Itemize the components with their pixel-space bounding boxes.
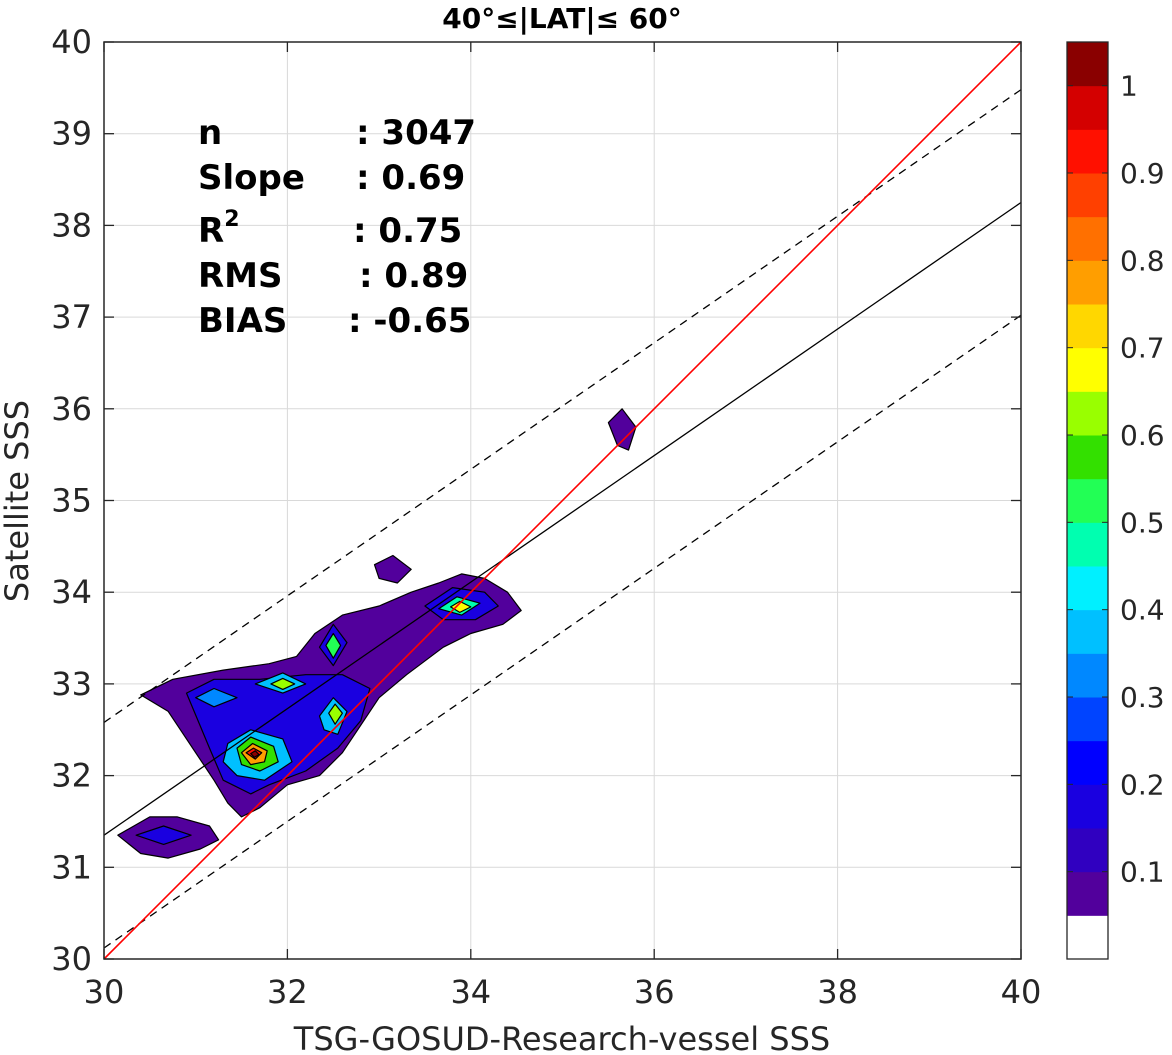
colorbar-segment — [1067, 915, 1108, 960]
colorbar-tick-label: 0.2 — [1120, 768, 1165, 801]
y-tick-labels: 30 31 32 33 34 35 36 37 38 39 40 — [51, 23, 92, 978]
y-axis-label: Satellite SSS — [0, 400, 36, 602]
contour-level-1 — [373, 554, 412, 584]
colorbar-segment — [1067, 784, 1108, 829]
contour-level-3 — [135, 825, 192, 846]
colorbar-segment — [1067, 304, 1108, 349]
contour-level-12 — [270, 677, 296, 691]
contour-level-6 — [195, 687, 238, 708]
colorbar-segment — [1067, 173, 1108, 218]
y-tick-label: 38 — [51, 206, 92, 244]
colorbar-segment — [1067, 740, 1108, 785]
y-tick-label: 39 — [51, 115, 92, 153]
x-tick-label: 34 — [450, 973, 491, 1011]
colorbar-frame — [1066, 41, 1109, 960]
colorbar-segment — [1067, 216, 1108, 261]
stat-n-value: : 3047 — [356, 113, 476, 153]
axes-frame — [103, 41, 1022, 960]
colorbar-segment — [1067, 697, 1108, 742]
contour-level-1 — [607, 408, 637, 451]
y-tick-label: 30 — [51, 940, 92, 978]
contour-level-10 — [325, 632, 342, 659]
colorbar-segment — [1067, 129, 1108, 174]
colorbar-segment — [1067, 347, 1108, 392]
stat-rms-value: : 0.89 — [359, 256, 468, 296]
contour-fills — [117, 408, 637, 859]
colorbar-tick-label: 0.8 — [1120, 244, 1165, 277]
stat-slope-value: : 0.69 — [356, 158, 465, 198]
one-to-one-line — [103, 41, 1022, 960]
colorbar-segment — [1067, 260, 1108, 305]
stats-box: n : 3047 Slope : 0.69 R2 : 0.75 RMS : 0.… — [198, 113, 476, 341]
colorbar-segment — [1067, 609, 1108, 654]
colorbar-tick-label: 0.4 — [1120, 594, 1165, 627]
y-tick-label: 36 — [51, 390, 92, 428]
colorbar-segment — [1067, 42, 1108, 87]
stat-slope-label: Slope — [198, 158, 305, 198]
x-tick-label: 36 — [634, 973, 675, 1011]
stat-rms-label: RMS — [198, 256, 283, 296]
contour-level-13 — [450, 600, 472, 614]
y-tick-label: 31 — [51, 848, 92, 886]
colorbar-tick-labels: 0.1 0.2 0.3 0.4 0.5 0.6 0.7 0.8 0.9 1 — [1120, 70, 1165, 889]
colorbar-segment — [1067, 871, 1108, 916]
contour-level-12 — [328, 703, 343, 725]
colorbar-tick-label: 0.7 — [1120, 332, 1165, 365]
contour-level-20 — [250, 750, 260, 758]
colorbar-segment — [1067, 653, 1108, 698]
colorbar-tick-label: 0.6 — [1120, 419, 1165, 452]
stat-bias-label: BIAS — [198, 301, 287, 341]
x-tick-label: 30 — [84, 973, 125, 1011]
colorbar-segment — [1067, 391, 1108, 436]
stat-n-label: n — [198, 113, 222, 153]
y-tick-label: 32 — [51, 757, 92, 795]
x-tick-label: 40 — [1001, 973, 1042, 1011]
colorbar-tick-label: 0.3 — [1120, 681, 1165, 714]
y-tick-label: 33 — [51, 665, 92, 703]
stat-r2-label-text: R — [198, 211, 224, 251]
colorbar-tick-label: 1 — [1120, 70, 1138, 103]
chart-title: 40°≤|LAT|≤ 60° — [442, 2, 682, 35]
y-tick-label: 34 — [51, 573, 92, 611]
stat-bias-value: : -0.65 — [348, 301, 471, 341]
y-tick-label: 35 — [51, 482, 92, 520]
colorbar-tick-label: 0.1 — [1120, 856, 1165, 889]
regression-line — [103, 201, 1022, 836]
colorbar-segment — [1067, 566, 1108, 611]
colorbar-segment — [1067, 85, 1108, 130]
x-tick-labels: 30 32 34 36 38 40 — [84, 973, 1042, 1011]
x-tick-label: 32 — [267, 973, 308, 1011]
x-tick-label: 38 — [817, 973, 858, 1011]
stat-r2-value: : 0.75 — [353, 211, 462, 251]
stat-r2-label: R2 — [198, 207, 240, 251]
y-tick-label: 40 — [51, 23, 92, 61]
y-tick-label: 37 — [51, 298, 92, 336]
colorbar — [1066, 41, 1109, 960]
colorbar-tick-label: 0.5 — [1120, 506, 1165, 539]
colorbar-segment — [1067, 828, 1108, 873]
colorbar-segment — [1067, 435, 1108, 480]
reference-lines — [103, 41, 1022, 960]
x-axis-label: TSG-GOSUD-Research-vessel SSS — [293, 1020, 830, 1055]
colorbar-tick-label: 0.9 — [1120, 157, 1165, 190]
colorbar-segment — [1067, 478, 1108, 523]
stat-r2-superscript: 2 — [224, 207, 239, 232]
colorbar-segment — [1067, 522, 1108, 567]
lower-band-dashed-line — [103, 314, 1022, 949]
